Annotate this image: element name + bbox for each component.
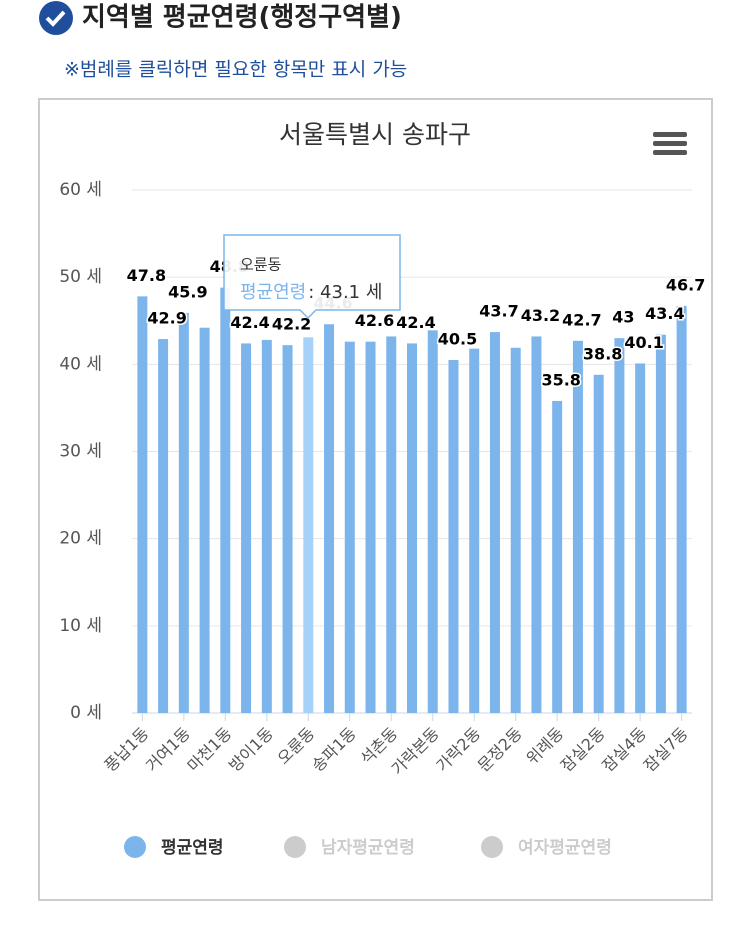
data-label: 42.7 bbox=[562, 310, 601, 329]
data-label: 47.8 bbox=[127, 266, 166, 285]
tooltip-title: 오륜동 bbox=[240, 256, 282, 274]
legend: 평균연령 남자평균연령 여자평균연령 bbox=[124, 836, 612, 858]
legend-item[interactable]: 남자평균연령 bbox=[284, 836, 415, 858]
data-label: 45.9 bbox=[168, 282, 207, 301]
data-label: 42.2 bbox=[272, 315, 311, 334]
data-label: 46.7 bbox=[666, 275, 705, 294]
data-label: 43.2 bbox=[521, 306, 560, 325]
legend-label[interactable]: 남자평균연령 bbox=[321, 837, 415, 858]
data-label: 43 bbox=[612, 308, 634, 327]
bar bbox=[365, 341, 376, 713]
bar bbox=[344, 341, 355, 713]
bar bbox=[510, 347, 521, 713]
bar bbox=[448, 359, 459, 713]
bar bbox=[489, 332, 500, 713]
y-tick-label: 10 세 bbox=[59, 616, 102, 636]
tooltip-box bbox=[223, 234, 401, 320]
bar bbox=[427, 330, 438, 713]
bar bbox=[614, 338, 625, 713]
data-label: 38.8 bbox=[583, 344, 622, 363]
legend-symbol bbox=[481, 836, 503, 858]
data-label: 40.1 bbox=[624, 333, 663, 352]
bar bbox=[178, 312, 189, 713]
y-tick-label: 40 세 bbox=[59, 354, 102, 374]
data-label: 40.5 bbox=[438, 329, 477, 348]
tooltip-value: : 43.1 세 bbox=[308, 282, 382, 303]
legend-item[interactable]: 평균연령 bbox=[124, 836, 224, 858]
note: ※범례를 클릭하면 필요한 항목만 표시 가능 bbox=[64, 59, 407, 81]
menu-bar bbox=[653, 141, 687, 146]
bar bbox=[199, 327, 210, 713]
bar bbox=[407, 343, 417, 713]
bar bbox=[635, 363, 646, 713]
bar bbox=[655, 334, 666, 713]
menu-bar bbox=[653, 132, 687, 137]
bar bbox=[220, 287, 231, 713]
bar bbox=[241, 343, 252, 713]
bar bbox=[158, 339, 169, 713]
legend-label[interactable]: 여자평균연령 bbox=[518, 837, 612, 858]
bar bbox=[593, 374, 604, 713]
data-label: 35.8 bbox=[541, 370, 580, 389]
bar bbox=[303, 337, 314, 713]
menu-bar bbox=[653, 150, 687, 155]
menu-button[interactable] bbox=[652, 130, 688, 156]
bar bbox=[282, 345, 293, 713]
legend-symbol bbox=[124, 836, 146, 858]
y-tick-label: 20 세 bbox=[59, 529, 102, 549]
bar bbox=[572, 340, 583, 713]
data-label: 42.6 bbox=[355, 311, 394, 330]
page-title: 지역별 평균연령(행정구역별) bbox=[82, 3, 402, 33]
y-tick-label: 60 세 bbox=[59, 180, 102, 200]
data-label: 42.4 bbox=[396, 313, 435, 332]
data-label: 43.7 bbox=[479, 302, 518, 321]
bar bbox=[386, 336, 397, 713]
tooltip-series: 평균연령 bbox=[240, 282, 306, 303]
bar bbox=[469, 348, 480, 713]
bar bbox=[137, 296, 148, 713]
bar bbox=[261, 339, 272, 713]
data-label: 42.9 bbox=[147, 309, 186, 328]
tooltip: 오륜동 평균연령 : 43.1 세 bbox=[223, 234, 401, 320]
bar bbox=[531, 336, 542, 713]
y-tick-label: 0 세 bbox=[70, 703, 102, 723]
bar bbox=[552, 400, 563, 713]
legend-symbol bbox=[284, 836, 306, 858]
chart-title: 서울특별시 송파구 bbox=[279, 120, 471, 149]
data-label: 43.4 bbox=[645, 304, 684, 323]
y-tick-label: 50 세 bbox=[59, 267, 102, 287]
bar bbox=[676, 305, 687, 713]
y-tick-label: 30 세 bbox=[59, 442, 102, 462]
check-mark bbox=[45, 10, 66, 27]
bar bbox=[324, 324, 335, 713]
legend-label[interactable]: 평균연령 bbox=[161, 837, 224, 858]
legend-item[interactable]: 여자평균연령 bbox=[481, 836, 612, 858]
data-label: 42.4 bbox=[230, 313, 269, 332]
